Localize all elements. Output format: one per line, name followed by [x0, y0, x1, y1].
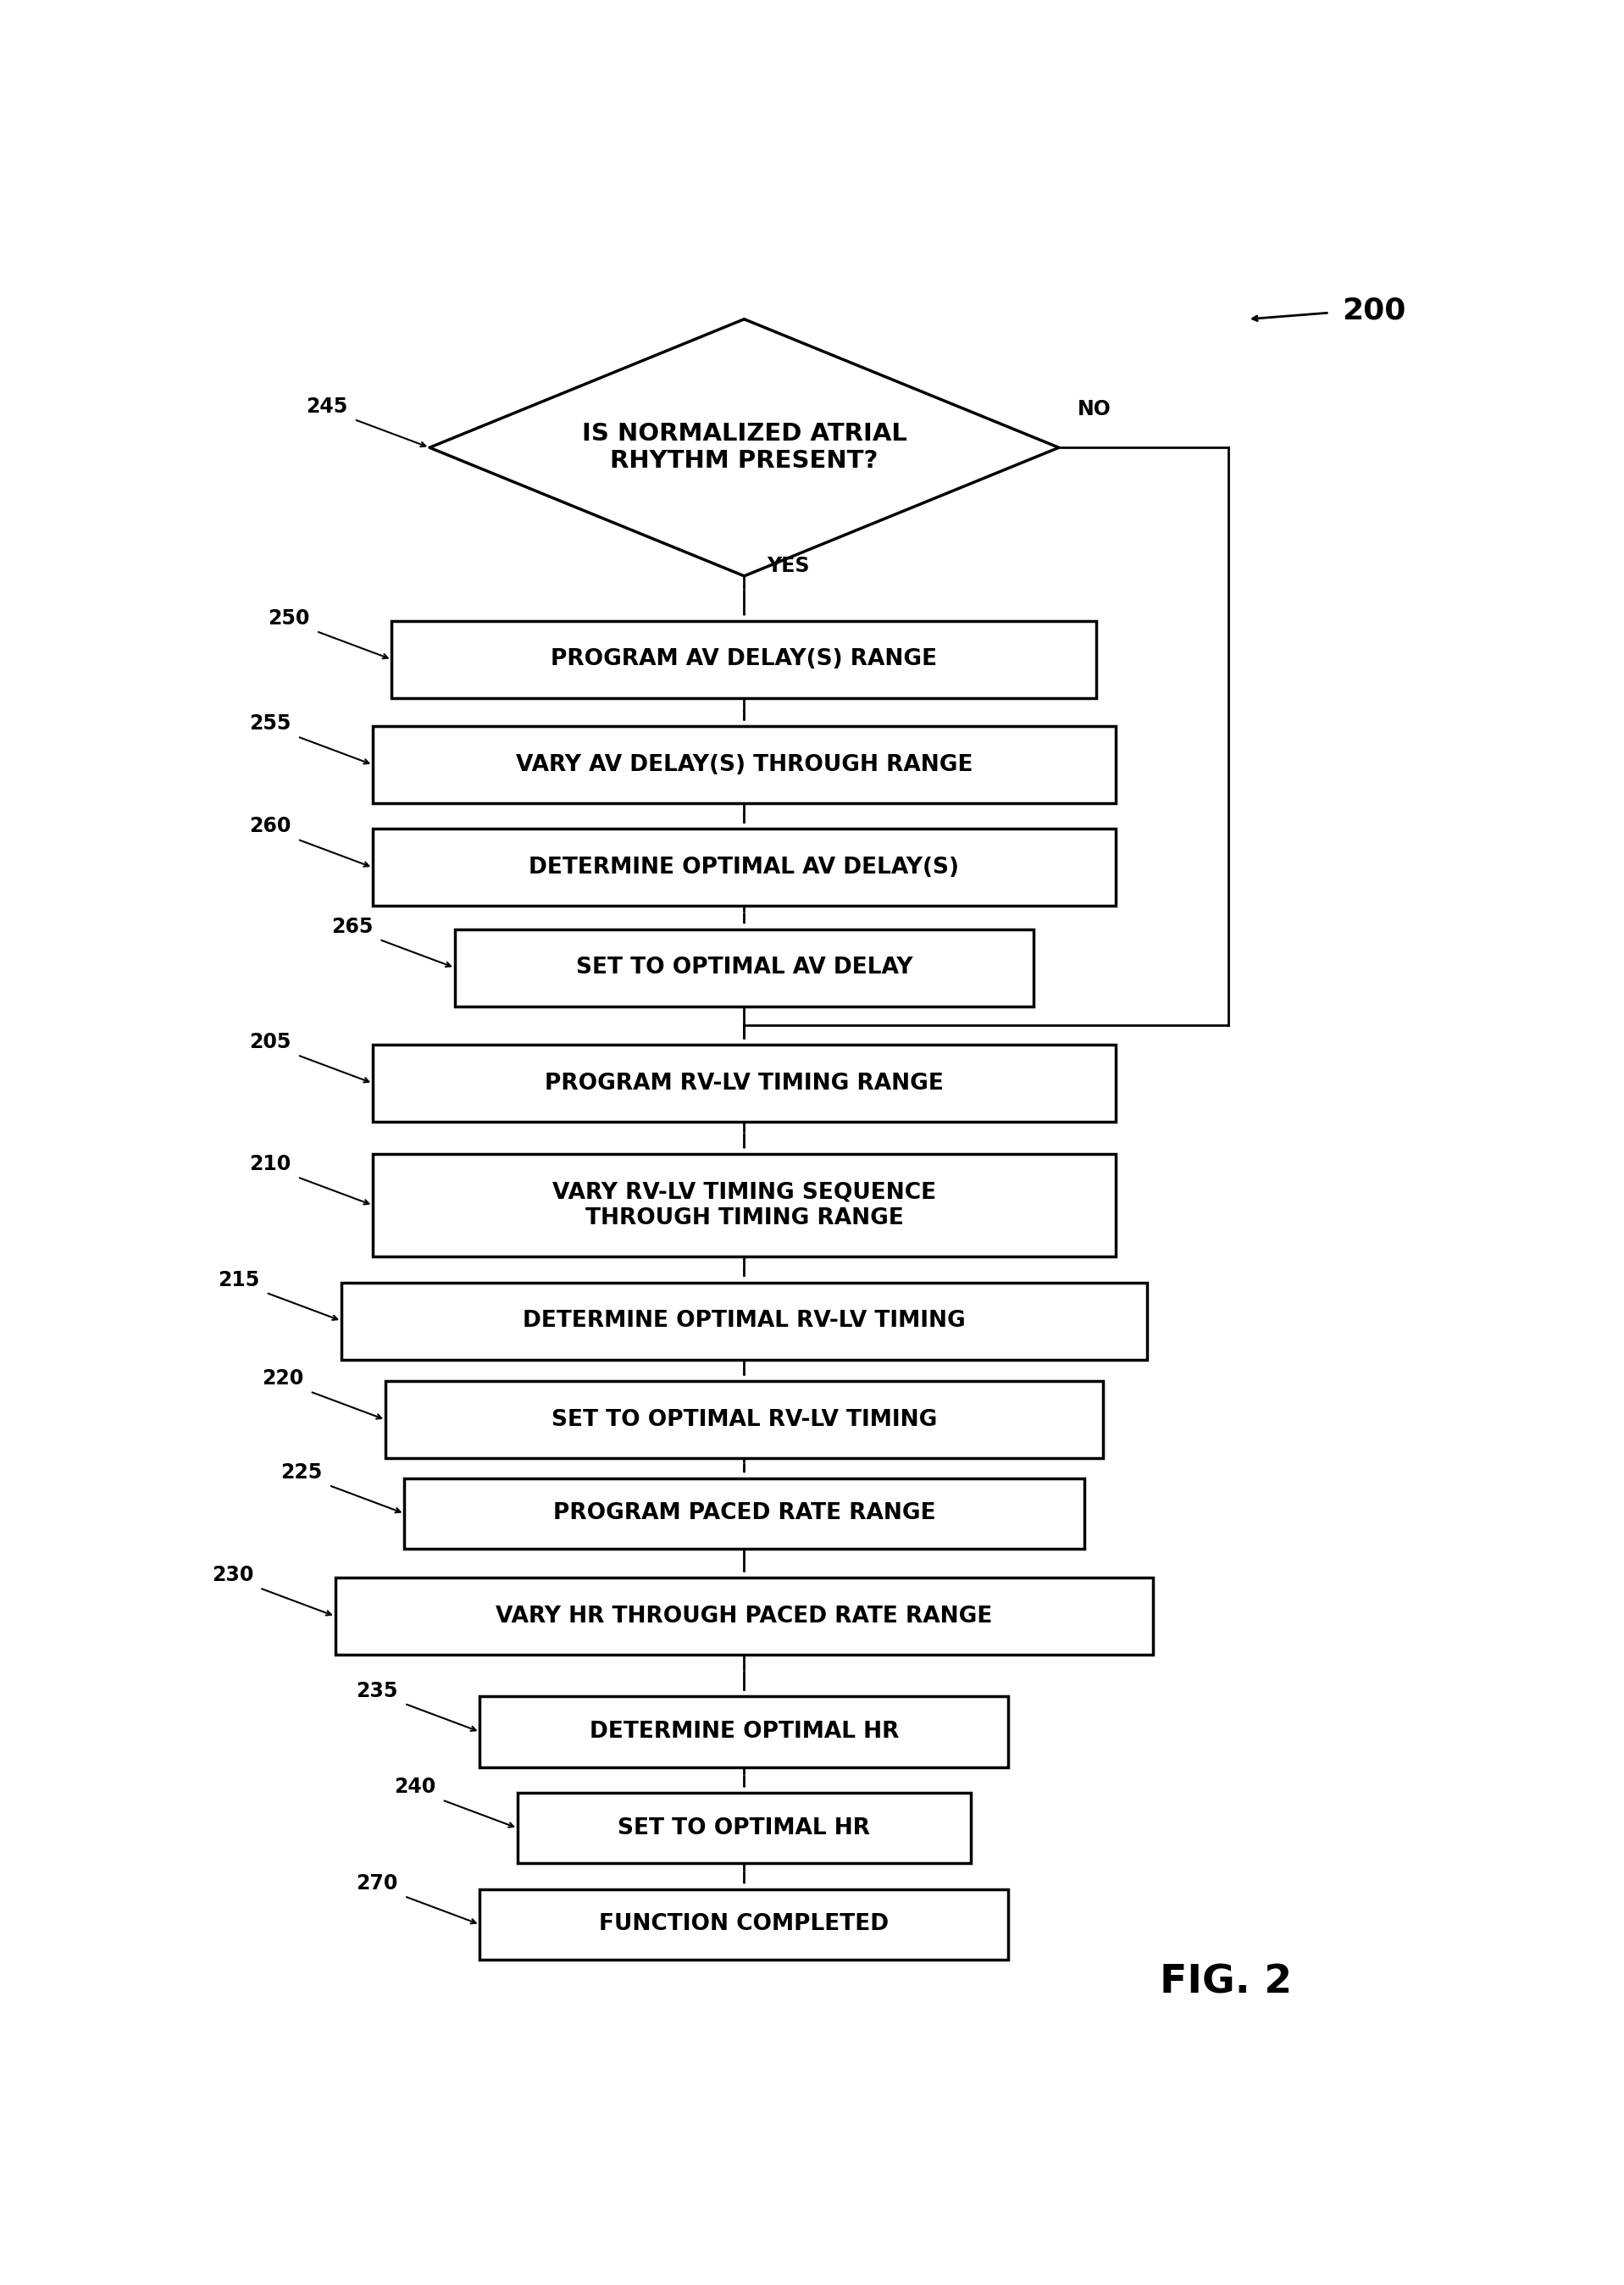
Bar [455, 930, 1034, 1005]
Text: FUNCTION COMPLETED: FUNCTION COMPLETED [599, 1913, 888, 1935]
Text: NO: NO [1078, 400, 1111, 418]
Text: 270: 270 [356, 1874, 398, 1894]
Bar [374, 829, 1116, 907]
Text: FIG. 2: FIG. 2 [1160, 1963, 1291, 2002]
Text: PROGRAM PACED RATE RANGE: PROGRAM PACED RATE RANGE [552, 1504, 935, 1524]
Bar [335, 1577, 1153, 1654]
Text: 215: 215 [218, 1270, 260, 1291]
Text: 250: 250 [268, 608, 310, 628]
Text: 230: 230 [211, 1565, 253, 1586]
Text: IS NORMALIZED ATRIAL
RHYTHM PRESENT?: IS NORMALIZED ATRIAL RHYTHM PRESENT? [581, 423, 906, 473]
Text: VARY AV DELAY(S) THROUGH RANGE: VARY AV DELAY(S) THROUGH RANGE [516, 754, 973, 777]
Text: PROGRAM RV-LV TIMING RANGE: PROGRAM RV-LV TIMING RANGE [544, 1072, 944, 1095]
Text: DETERMINE OPTIMAL RV-LV TIMING: DETERMINE OPTIMAL RV-LV TIMING [523, 1309, 966, 1332]
Bar [374, 727, 1116, 804]
Bar [385, 1380, 1103, 1458]
Text: 200: 200 [1341, 295, 1406, 324]
Bar [404, 1478, 1085, 1549]
Text: 225: 225 [281, 1462, 323, 1483]
Text: 220: 220 [261, 1369, 304, 1389]
Bar [391, 622, 1096, 697]
Text: VARY RV-LV TIMING SEQUENCE
THROUGH TIMING RANGE: VARY RV-LV TIMING SEQUENCE THROUGH TIMIN… [552, 1181, 935, 1229]
Text: 255: 255 [248, 713, 291, 733]
Text: 260: 260 [248, 816, 291, 836]
Text: DETERMINE OPTIMAL HR: DETERMINE OPTIMAL HR [590, 1721, 900, 1743]
Bar [374, 1154, 1116, 1257]
Text: VARY HR THROUGH PACED RATE RANGE: VARY HR THROUGH PACED RATE RANGE [495, 1606, 992, 1627]
Text: SET TO OPTIMAL HR: SET TO OPTIMAL HR [619, 1817, 870, 1839]
Bar [341, 1282, 1147, 1360]
Bar [374, 1044, 1116, 1122]
Text: 235: 235 [356, 1679, 398, 1700]
Text: 240: 240 [395, 1778, 435, 1798]
Text: DETERMINE OPTIMAL AV DELAY(S): DETERMINE OPTIMAL AV DELAY(S) [529, 857, 960, 877]
Text: 245: 245 [305, 395, 348, 416]
Bar [518, 1794, 971, 1865]
Text: 205: 205 [248, 1033, 291, 1053]
Bar [481, 1695, 1009, 1766]
Text: YES: YES [767, 555, 810, 576]
Text: 210: 210 [250, 1154, 291, 1174]
Text: SET TO OPTIMAL AV DELAY: SET TO OPTIMAL AV DELAY [577, 957, 913, 978]
Text: PROGRAM AV DELAY(S) RANGE: PROGRAM AV DELAY(S) RANGE [551, 649, 937, 670]
Text: SET TO OPTIMAL RV-LV TIMING: SET TO OPTIMAL RV-LV TIMING [551, 1410, 937, 1430]
Text: 265: 265 [331, 916, 374, 937]
Bar [481, 1890, 1009, 1961]
